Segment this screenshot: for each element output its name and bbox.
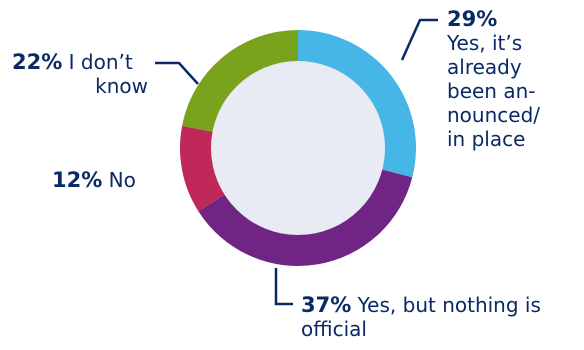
label-yes-announced-pct: 29% bbox=[447, 7, 498, 31]
label-yes-announced-line-4: nounced/ bbox=[447, 103, 540, 127]
label-no: 12% No bbox=[52, 168, 136, 192]
label-yes-not-official-line-1: Yes, but nothing is bbox=[357, 293, 541, 317]
label-dont-know-line-2: know bbox=[95, 74, 148, 98]
label-yes-announced-line-2: already bbox=[447, 55, 522, 79]
leader-line-yes-announced bbox=[400, 18, 438, 61]
label-yes-not-official: 37% Yes, but nothing is official bbox=[301, 293, 541, 341]
label-dont-know-line-1: I don’t bbox=[68, 50, 133, 74]
label-yes-not-official-line-2: official bbox=[301, 317, 367, 341]
label-no-pct: 12% bbox=[52, 168, 103, 192]
leader-line-yes-not-official bbox=[274, 268, 293, 306]
donut-center bbox=[211, 61, 385, 235]
label-dont-know: 22% I don’t know bbox=[12, 50, 148, 98]
leader-line-dont-know bbox=[155, 61, 199, 85]
label-yes-announced-line-5: in place bbox=[447, 127, 526, 151]
label-yes-announced: 29% Yes, it’s already been an- nounced/ … bbox=[447, 7, 540, 151]
label-no-text: No bbox=[108, 168, 136, 192]
label-dont-know-pct: 22% bbox=[12, 50, 63, 74]
label-yes-announced-line-1: Yes, it’s bbox=[447, 31, 523, 55]
label-yes-not-official-pct: 37% bbox=[301, 293, 352, 317]
label-yes-announced-line-3: been an- bbox=[447, 79, 536, 103]
